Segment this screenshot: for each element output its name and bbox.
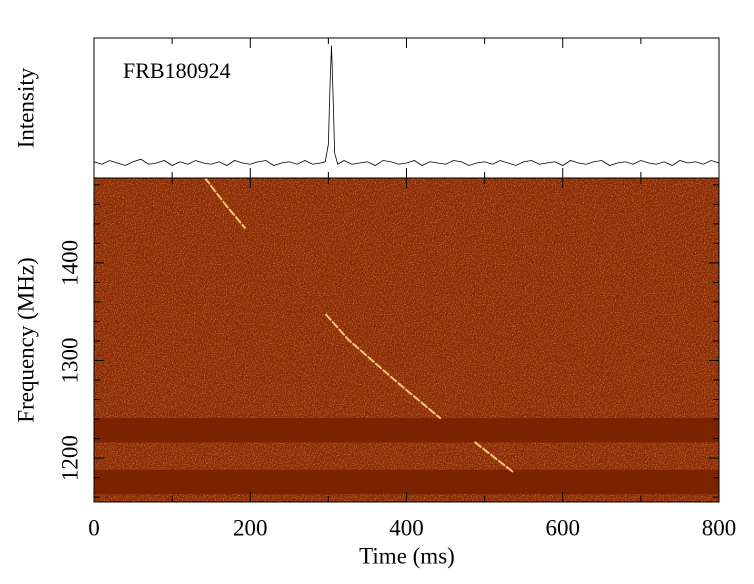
x-tick-label: 800 — [702, 515, 737, 540]
x-axis-label: Time (ms) — [359, 543, 455, 568]
annotation: FRB180924 — [123, 58, 231, 83]
y-tick-label: 1300 — [57, 337, 82, 383]
spectrogram-noise — [94, 178, 719, 502]
y-tick-label: 1400 — [57, 240, 82, 286]
masked-band — [94, 469, 719, 495]
masked-band — [94, 418, 719, 443]
y-tick-label: 1200 — [57, 435, 82, 481]
x-tick-label: 200 — [233, 515, 268, 540]
x-tick-label: 600 — [546, 515, 581, 540]
dispersed-pulse — [203, 177, 514, 473]
x-tick-label: 400 — [389, 515, 424, 540]
x-tick-label: 0 — [88, 515, 100, 540]
y-axis-label: Intensity — [13, 67, 38, 148]
y-axis-label: Frequency (MHz) — [13, 257, 38, 422]
intensity-profile — [93, 45, 720, 166]
